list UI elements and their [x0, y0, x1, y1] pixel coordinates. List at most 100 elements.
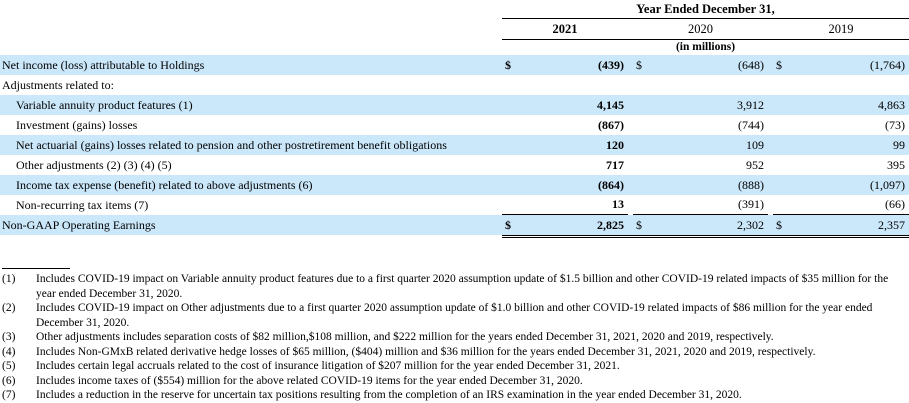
- value-2020: $ (648): [633, 55, 768, 75]
- footnote-6: (6) Includes income taxes of ($554) mill…: [0, 374, 909, 389]
- column-header-2020: 2020: [688, 22, 713, 36]
- table-row-net-actuarial: Net actuarial (gains) losses related to …: [0, 135, 909, 155]
- footnote-2: (2) Includes COVID-19 impact on Other ad…: [0, 301, 909, 330]
- dollar-sign: $: [776, 217, 782, 232]
- footnote-number: (6): [2, 374, 16, 387]
- value-text: (888): [738, 177, 764, 192]
- value-text: 2,825: [597, 217, 624, 232]
- footnote-5: (5) Includes certain legal accruals rela…: [0, 359, 909, 374]
- row-label: Investment (gains) losses: [16, 117, 138, 132]
- row-label: Income tax expense (benefit) related to …: [16, 177, 313, 192]
- value-2021: $ (439): [502, 55, 628, 75]
- value-text: (439): [598, 57, 624, 72]
- value-text: (864): [598, 177, 624, 192]
- value-text: 13: [612, 197, 624, 211]
- table-row-adjustments-heading: Adjustments related to:: [0, 75, 909, 95]
- footnote-number: (3): [2, 331, 16, 343]
- footnote-text: Includes Non-GMxB related derivative hed…: [36, 345, 816, 358]
- row-label: Other adjustments (2) (3) (4) (5): [16, 157, 172, 172]
- dollar-sign: $: [636, 217, 642, 232]
- footnote-divider: [2, 268, 70, 269]
- financial-table: Net income (loss) attributable to Holdin…: [0, 55, 909, 238]
- value-2021: 4,145: [502, 95, 628, 115]
- value-text: 717: [606, 157, 624, 172]
- table-row-variable-annuity: Variable annuity product features (1) 4,…: [0, 95, 909, 115]
- table-row-income-tax-expense: Income tax expense (benefit) related to …: [0, 175, 909, 195]
- footnote-3: (3) Other adjustments includes separatio…: [0, 330, 909, 345]
- value-2021: (864): [502, 175, 628, 195]
- value-2020: 952: [633, 155, 768, 175]
- value-2019: (66): [773, 195, 909, 215]
- value-2019: 99: [773, 135, 909, 155]
- value-text: (66): [885, 197, 905, 211]
- dollar-sign: $: [505, 57, 511, 72]
- dollar-sign: $: [776, 57, 782, 72]
- row-label: Net actuarial (gains) losses related to …: [16, 137, 447, 152]
- value-2021: 717: [502, 155, 628, 175]
- table-header-title: Year Ended December 31,: [502, 0, 909, 19]
- value-2019: (73): [773, 115, 909, 135]
- value-2020: $2,302: [633, 215, 768, 235]
- value-2019: [773, 75, 909, 95]
- table-row-investment-gains: Investment (gains) losses (867) (744) (7…: [0, 115, 909, 135]
- value-2020: (744): [633, 115, 768, 135]
- row-label: Net income (loss) attributable to Holdin…: [2, 57, 205, 72]
- table-header: Year Ended December 31, 2021 2020 2019 (…: [502, 0, 909, 55]
- footnote-text: Includes certain legal accruals related …: [36, 360, 620, 372]
- value-2019: (1,097): [773, 175, 909, 195]
- footnote-text: Includes income taxes of ($554) million …: [36, 374, 583, 387]
- value-text: 4,863: [878, 97, 905, 112]
- value-text: 2,302: [737, 217, 764, 232]
- value-2019: $ (1,764): [773, 55, 909, 75]
- dollar-sign: $: [505, 217, 511, 232]
- total-double-rule: [502, 235, 909, 238]
- table-row-non-gaap-operating-earnings: Non-GAAP Operating Earnings $2,825 $2,30…: [0, 215, 909, 235]
- footnote-number: (2): [2, 302, 16, 314]
- value-text: (867): [598, 117, 624, 132]
- footnote-number: (5): [2, 360, 16, 372]
- table-units-label: (in millions): [675, 41, 736, 53]
- value-2020: (888): [633, 175, 768, 195]
- value-text: 120: [606, 137, 624, 152]
- value-2020: (391): [633, 195, 768, 215]
- value-2021: 120: [502, 135, 628, 155]
- value-2020: 3,912: [633, 95, 768, 115]
- table-header-years: 2021 2020 2019: [502, 19, 909, 40]
- value-2019: $2,357: [773, 215, 909, 235]
- value-2020: 109: [633, 135, 768, 155]
- row-label: Non-GAAP Operating Earnings: [2, 217, 156, 232]
- footnote-7: (7) Includes a reduction in the reserve …: [0, 388, 909, 403]
- table-row-other-adjustments: Other adjustments (2) (3) (4) (5) 717 95…: [0, 155, 909, 175]
- value-text: 2,357: [878, 217, 905, 232]
- value-text: 3,912: [737, 97, 764, 112]
- footnote-1: (1) Includes COVID-19 impact on Variable…: [0, 272, 909, 301]
- footnote-text: Includes COVID-19 impact on Variable ann…: [36, 273, 889, 300]
- footnote-text: Includes a reduction in the reserve for …: [36, 389, 742, 401]
- column-header-2019: 2019: [828, 22, 854, 36]
- value-text: 4,145: [597, 97, 624, 112]
- value-2020: [633, 75, 768, 95]
- row-label: Non-recurring tax items (7): [16, 197, 149, 212]
- footnote-number: (7): [2, 389, 16, 401]
- row-label: Adjustments related to:: [2, 77, 114, 92]
- value-text: (744): [738, 117, 764, 132]
- value-text: (648): [738, 57, 764, 72]
- footnote-text: Includes COVID-19 impact on Other adjust…: [36, 302, 873, 329]
- footnote-number: (1): [2, 273, 16, 285]
- column-header-2021: 2021: [552, 22, 578, 36]
- value-text: 99: [893, 137, 905, 152]
- row-label: Variable annuity product features (1): [16, 97, 193, 112]
- value-text: (1,097): [870, 177, 905, 192]
- footnote-number: (4): [2, 345, 16, 358]
- value-text: (391): [738, 197, 764, 211]
- footnote-4: (4) Includes Non-GMxB related derivative…: [0, 345, 909, 360]
- footnotes-section: (1) Includes COVID-19 impact on Variable…: [0, 272, 909, 403]
- value-text: (1,764): [870, 57, 905, 72]
- table-row-non-recurring-tax: Non-recurring tax items (7) 13 (391) (66…: [0, 195, 909, 215]
- value-text: 952: [746, 157, 764, 172]
- value-2021: [502, 75, 628, 95]
- dollar-sign: $: [636, 57, 642, 72]
- value-2019: 395: [773, 155, 909, 175]
- value-2021: (867): [502, 115, 628, 135]
